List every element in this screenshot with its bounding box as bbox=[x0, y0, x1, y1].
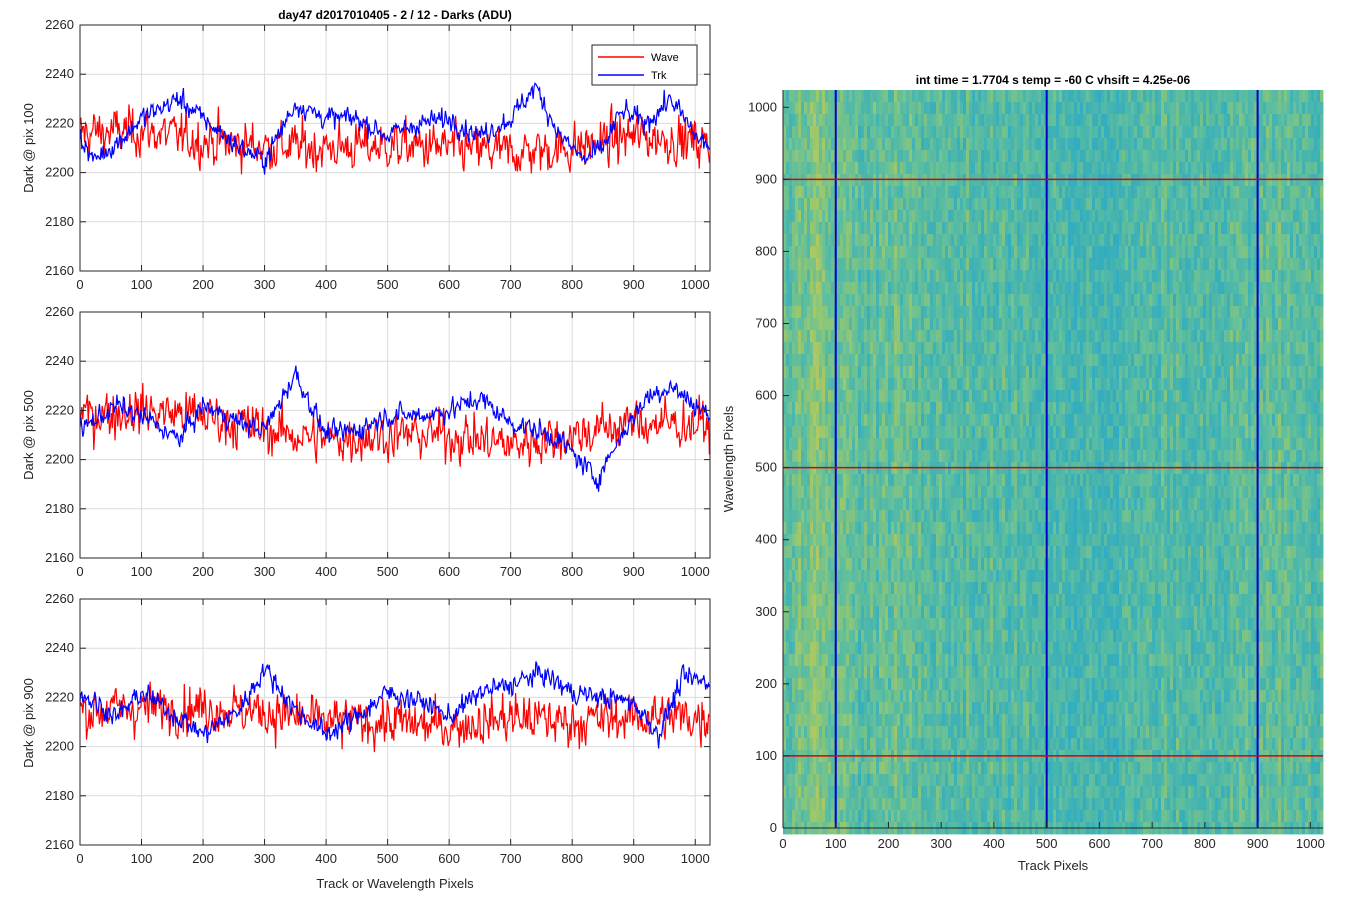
y-tick-label: 2200 bbox=[45, 452, 74, 467]
x-tick-label: 100 bbox=[131, 277, 153, 292]
heatmap-cells bbox=[783, 90, 1324, 835]
y-tick-label: 2260 bbox=[45, 304, 74, 319]
x-tick-label: 700 bbox=[1141, 836, 1163, 851]
x-tick-label: 800 bbox=[561, 564, 583, 579]
axes-box bbox=[79, 598, 711, 846]
x-tick-label: 0 bbox=[76, 564, 83, 579]
legend-label-trk: Trk bbox=[651, 70, 667, 82]
axes-box bbox=[79, 24, 711, 272]
x-tick-label: 300 bbox=[254, 851, 276, 866]
series-line-trk bbox=[79, 82, 710, 175]
x-tick-label: 600 bbox=[438, 851, 460, 866]
series-line-wave bbox=[79, 103, 710, 175]
x-tick-label: 200 bbox=[192, 277, 214, 292]
x-tick-label: 700 bbox=[500, 564, 522, 579]
x-tick-label: 1000 bbox=[1296, 836, 1325, 851]
y-axis-label: Wavelength Pixels bbox=[721, 405, 736, 512]
x-tick-label: 400 bbox=[315, 564, 337, 579]
y-tick-label: 2160 bbox=[45, 263, 74, 278]
x-tick-label: 200 bbox=[878, 836, 900, 851]
y-tick-label: 100 bbox=[755, 748, 777, 763]
y-tick-label: 300 bbox=[755, 604, 777, 619]
x-tick-label: 300 bbox=[254, 564, 276, 579]
x-tick-label: 200 bbox=[192, 851, 214, 866]
legend-label-wave: Wave bbox=[651, 52, 679, 64]
y-tick-label: 2180 bbox=[45, 214, 74, 229]
y-tick-label: 500 bbox=[755, 460, 777, 475]
x-tick-label: 900 bbox=[1247, 836, 1269, 851]
x-tick-label: 1000 bbox=[681, 564, 710, 579]
y-tick-label: 2200 bbox=[45, 165, 74, 180]
x-tick-label: 700 bbox=[500, 277, 522, 292]
x-tick-label: 100 bbox=[131, 564, 153, 579]
y-tick-label: 800 bbox=[755, 243, 777, 258]
x-tick-label: 800 bbox=[561, 277, 583, 292]
x-tick-label: 400 bbox=[315, 277, 337, 292]
y-tick-label: 2220 bbox=[45, 402, 74, 417]
y-tick-label: 2160 bbox=[45, 837, 74, 852]
heatmap-title: int time = 1.7704 s temp = -60 C vhsift … bbox=[916, 73, 1191, 87]
line-plot-pix-100: day47 d2017010405 - 2 / 12 - Darks (ADU)… bbox=[21, 8, 711, 292]
x-tick-label: 400 bbox=[983, 836, 1005, 851]
line-plot-pix-900: Dark @ pix 900 Track or Wavelength Pixel… bbox=[21, 591, 711, 891]
y-tick-label: 2220 bbox=[45, 689, 74, 704]
x-tick-label: 500 bbox=[377, 277, 399, 292]
x-tick-label: 600 bbox=[1089, 836, 1111, 851]
x-tick-label: 700 bbox=[500, 851, 522, 866]
y-tick-label: 2200 bbox=[45, 739, 74, 754]
x-tick-label: 1000 bbox=[681, 277, 710, 292]
x-tick-label: 0 bbox=[76, 277, 83, 292]
y-tick-label: 0 bbox=[770, 820, 777, 835]
x-tick-label: 800 bbox=[561, 851, 583, 866]
heatmap-plot: int time = 1.7704 s temp = -60 C vhsift … bbox=[721, 73, 1325, 873]
y-tick-label: 400 bbox=[755, 532, 777, 547]
axes-box bbox=[79, 311, 711, 559]
y-tick-label: 2180 bbox=[45, 501, 74, 516]
x-tick-label: 500 bbox=[1036, 836, 1058, 851]
x-tick-label: 100 bbox=[131, 851, 153, 866]
y-tick-label: 2240 bbox=[45, 353, 74, 368]
plot-title: day47 d2017010405 - 2 / 12 - Darks (ADU) bbox=[278, 8, 511, 22]
x-tick-label: 0 bbox=[779, 836, 786, 851]
line-plot-pix-500: Dark @ pix 500 0 100 200 300 400 500 600 700 800… bbox=[21, 304, 711, 579]
series-line-wave bbox=[79, 681, 710, 753]
series-line-trk bbox=[79, 365, 710, 492]
x-tick-label: 200 bbox=[192, 564, 214, 579]
x-axis-label: Track Pixels bbox=[1018, 858, 1089, 873]
y-axis-label: Dark @ pix 100 bbox=[21, 103, 36, 193]
y-tick-label: 2240 bbox=[45, 640, 74, 655]
y-tick-label: 700 bbox=[755, 316, 777, 331]
x-tick-label: 500 bbox=[377, 564, 399, 579]
y-tick-label: 1000 bbox=[748, 99, 777, 114]
y-tick-label: 2220 bbox=[45, 115, 74, 130]
y-tick-label: 2260 bbox=[45, 591, 74, 606]
x-tick-label: 100 bbox=[825, 836, 847, 851]
y-tick-label: 2160 bbox=[45, 550, 74, 565]
legend: Wave Trk bbox=[591, 44, 698, 86]
x-axis-label: Track or Wavelength Pixels bbox=[316, 876, 474, 891]
x-tick-label: 1000 bbox=[681, 851, 710, 866]
x-tick-label: 600 bbox=[438, 277, 460, 292]
x-tick-label: 900 bbox=[623, 564, 645, 579]
x-tick-label: 800 bbox=[1194, 836, 1216, 851]
x-tick-label: 300 bbox=[930, 836, 952, 851]
y-tick-label: 600 bbox=[755, 388, 777, 403]
y-tick-label: 2260 bbox=[45, 17, 74, 32]
series-line-trk bbox=[79, 661, 710, 749]
x-tick-label: 0 bbox=[76, 851, 83, 866]
x-tick-label: 900 bbox=[623, 277, 645, 292]
x-tick-label: 400 bbox=[315, 851, 337, 866]
x-tick-label: 900 bbox=[623, 851, 645, 866]
y-axis-label: Dark @ pix 900 bbox=[21, 678, 36, 768]
x-tick-label: 500 bbox=[377, 851, 399, 866]
y-tick-label: 900 bbox=[755, 171, 777, 186]
x-tick-label: 300 bbox=[254, 277, 276, 292]
x-tick-label: 600 bbox=[438, 564, 460, 579]
y-tick-label: 2180 bbox=[45, 788, 74, 803]
y-axis-label: Dark @ pix 500 bbox=[21, 390, 36, 480]
y-tick-label: 2240 bbox=[45, 66, 74, 81]
y-tick-label: 200 bbox=[755, 676, 777, 691]
